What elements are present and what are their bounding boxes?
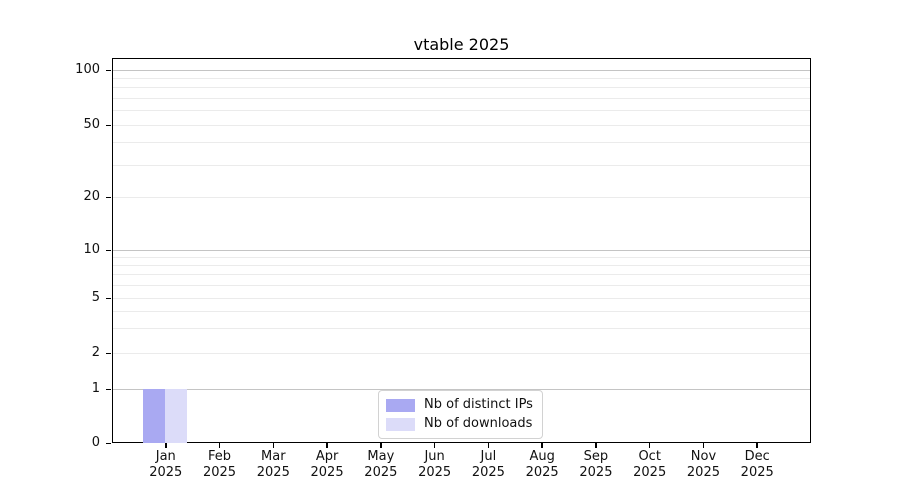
x-tick-year: 2025 xyxy=(525,465,559,480)
x-tick-label: Oct 2025 xyxy=(615,449,685,481)
x-tick-label: Jan 2025 xyxy=(131,449,201,481)
minor-gridline xyxy=(113,328,810,330)
y-tick-mark xyxy=(106,69,111,71)
x-tick-label: Nov 2025 xyxy=(668,449,738,481)
bar-nb-of-downloads xyxy=(165,388,188,443)
x-tick-year: 2025 xyxy=(310,465,344,480)
legend-label: Nb of downloads xyxy=(424,416,533,431)
minor-gridline xyxy=(113,124,810,126)
y-tick-mark xyxy=(106,124,111,126)
minor-gridline xyxy=(113,196,810,198)
x-tick-mark xyxy=(433,443,436,448)
minor-gridline xyxy=(113,77,810,79)
x-tick-mark xyxy=(756,443,758,448)
minor-gridline xyxy=(113,297,810,299)
x-tick-month: Jan xyxy=(155,449,176,464)
minor-gridline xyxy=(113,310,810,312)
y-tick-label: 50 xyxy=(83,117,100,132)
legend: Nb of distinct IPs Nb of downloads xyxy=(378,390,543,439)
x-tick-year: 2025 xyxy=(740,465,774,480)
y-tick-label: 1 xyxy=(91,381,100,396)
x-tick-month: Feb xyxy=(208,449,232,464)
minor-gridline xyxy=(113,256,810,258)
y-tick-label: 20 xyxy=(83,189,100,204)
x-tick-year: 2025 xyxy=(686,465,720,480)
y-tick-mark xyxy=(106,388,111,390)
y-tick-mark xyxy=(106,249,111,251)
x-tick-label: May 2025 xyxy=(346,449,416,481)
x-tick-month: Sep xyxy=(583,449,609,464)
x-tick-month: Apr xyxy=(315,449,339,464)
y-tick-mark xyxy=(106,297,111,299)
x-tick-label: Apr 2025 xyxy=(292,449,362,481)
x-tick-mark xyxy=(541,443,543,448)
legend-swatch xyxy=(386,398,415,412)
x-tick-month: Nov xyxy=(690,449,717,464)
minor-gridline xyxy=(113,142,810,144)
x-tick-mark xyxy=(272,443,275,448)
x-tick-mark xyxy=(595,443,597,448)
x-tick-label: Mar 2025 xyxy=(238,449,308,481)
x-tick-month: Dec xyxy=(744,449,770,464)
minor-gridline xyxy=(113,87,810,89)
y-tick-mark xyxy=(106,196,111,198)
x-tick-year: 2025 xyxy=(364,465,398,480)
x-tick-month: Aug xyxy=(529,449,555,464)
legend-row: Nb of distinct IPs xyxy=(386,397,533,413)
x-tick-label: Jul 2025 xyxy=(453,449,523,481)
chart-title: vtable 2025 xyxy=(413,35,510,54)
x-tick-mark xyxy=(218,443,221,448)
minor-gridline xyxy=(113,352,810,354)
legend-swatch xyxy=(386,417,415,431)
x-tick-year: 2025 xyxy=(418,465,452,480)
x-tick-label: Dec 2025 xyxy=(722,449,792,481)
x-tick-mark xyxy=(380,443,382,448)
minor-gridline xyxy=(113,284,810,286)
x-tick-month: Oct xyxy=(638,449,661,464)
major-gridline xyxy=(113,249,810,251)
minor-gridline xyxy=(113,264,810,266)
x-tick-month: Jul xyxy=(480,449,497,464)
y-tick-label: 10 xyxy=(83,242,100,257)
x-tick-mark xyxy=(326,443,328,448)
major-gridline xyxy=(113,69,810,71)
legend-label: Nb of distinct IPs xyxy=(424,397,533,412)
x-tick-month: Mar xyxy=(261,449,286,464)
x-tick-mark xyxy=(648,443,651,448)
minor-gridline xyxy=(113,97,810,99)
x-tick-year: 2025 xyxy=(633,465,667,480)
y-tick-mark xyxy=(106,352,111,354)
x-tick-month: May xyxy=(367,449,395,464)
minor-gridline xyxy=(113,164,810,166)
x-tick-year: 2025 xyxy=(149,465,183,480)
x-tick-label: Jun 2025 xyxy=(400,449,470,481)
x-tick-mark xyxy=(487,443,490,448)
plot-area xyxy=(112,58,811,443)
x-tick-label: Aug 2025 xyxy=(507,449,577,481)
x-tick-year: 2025 xyxy=(202,465,237,480)
x-tick-label: Sep 2025 xyxy=(561,449,631,481)
y-tick-label: 2 xyxy=(91,345,100,360)
major-gridline xyxy=(113,388,810,390)
legend-row: Nb of downloads xyxy=(386,416,533,432)
minor-gridline xyxy=(113,110,810,112)
y-tick-label: 0 xyxy=(91,435,100,450)
minor-gridline xyxy=(113,274,810,276)
x-tick-month: Jun xyxy=(424,449,445,464)
bar-nb-of-distinct-ips xyxy=(143,388,166,443)
y-tick-mark xyxy=(106,442,111,444)
x-tick-year: 2025 xyxy=(471,465,505,480)
x-tick-label: Feb 2025 xyxy=(185,449,255,481)
x-tick-year: 2025 xyxy=(579,465,613,480)
y-tick-label: 5 xyxy=(91,290,100,305)
y-tick-label: 100 xyxy=(75,62,100,77)
x-tick-year: 2025 xyxy=(256,465,290,480)
x-tick-mark xyxy=(702,443,705,448)
x-tick-mark xyxy=(165,443,167,448)
